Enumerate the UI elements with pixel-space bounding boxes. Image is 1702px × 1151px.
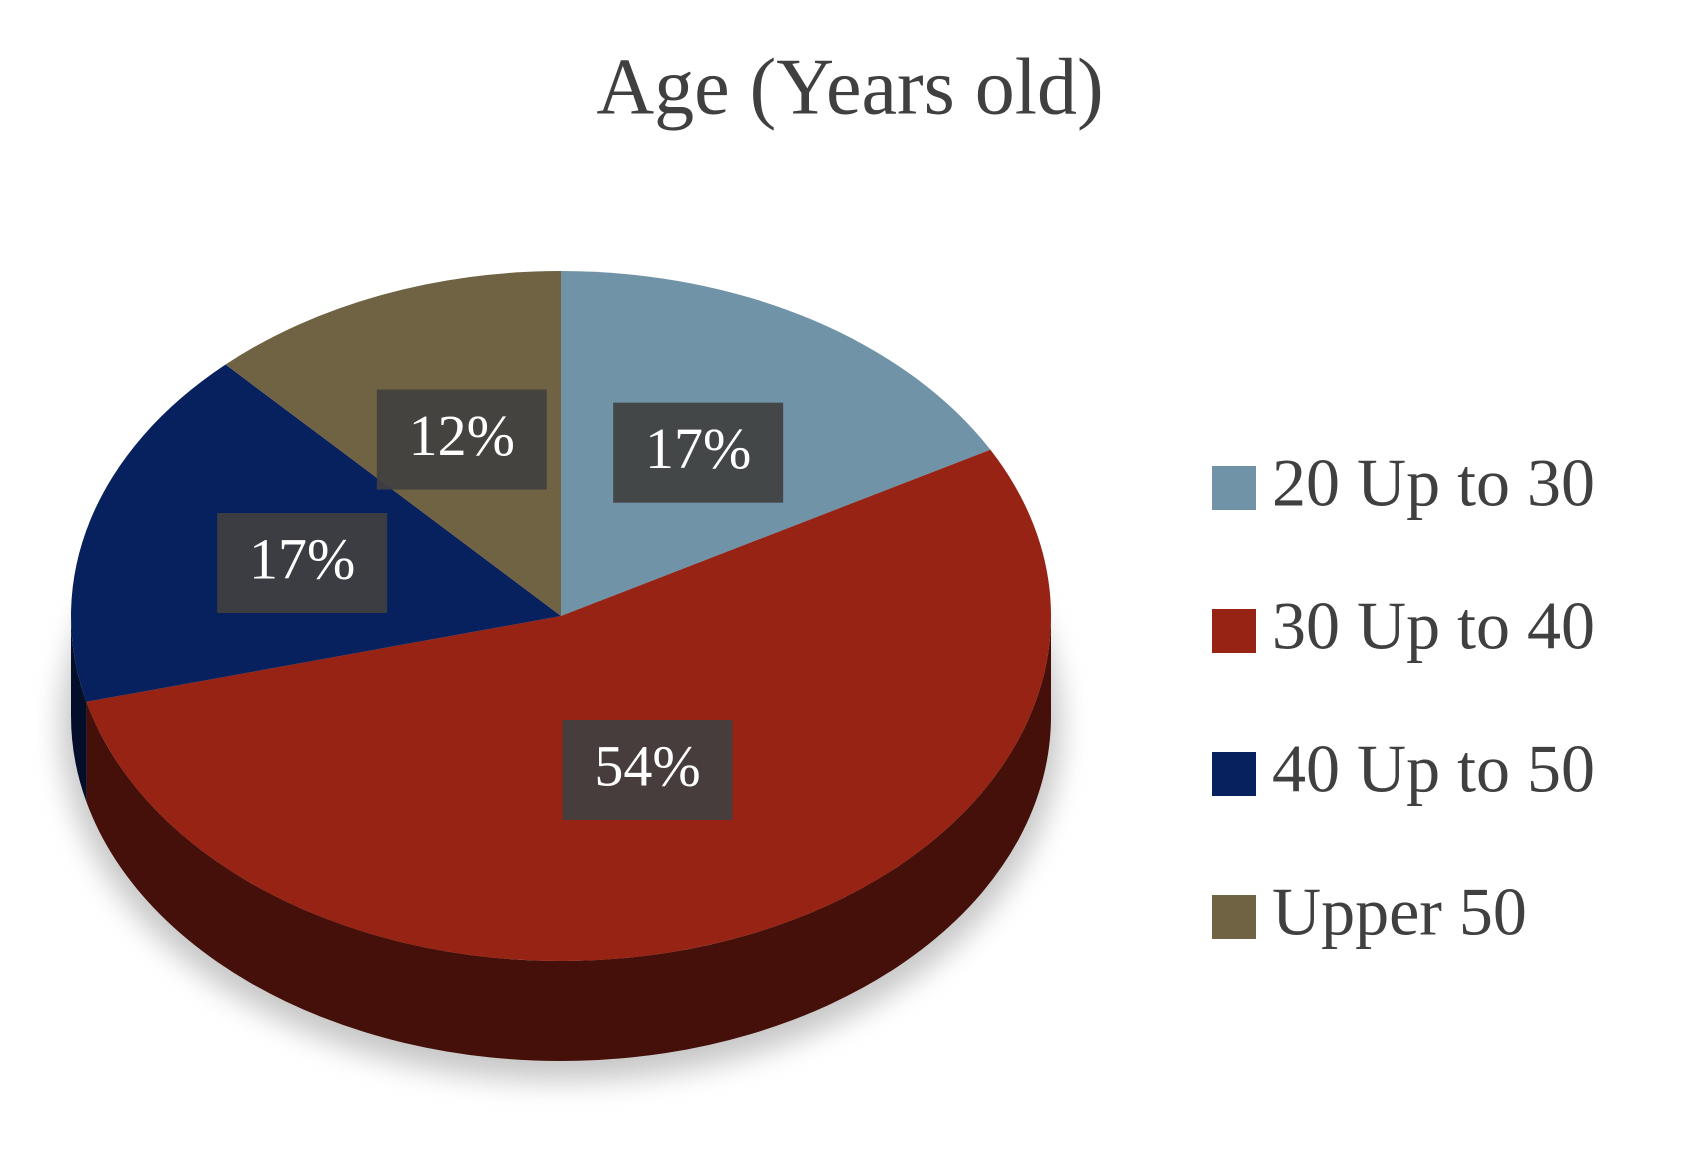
data-label: 12% — [409, 403, 515, 468]
legend-swatch — [1212, 752, 1256, 796]
pie: 17% 54% 17% 12% — [61, 271, 1061, 1081]
data-label-box — [613, 402, 784, 503]
data-label-box — [217, 513, 388, 614]
legend-swatch — [1212, 466, 1256, 510]
legend-swatch — [1212, 609, 1256, 653]
legend-label: Upper 50 — [1272, 874, 1527, 950]
legend: 20 Up to 30 30 Up to 40 40 Up to 50 Upper 5… — [1212, 445, 1595, 950]
data-label: 17% — [249, 526, 355, 591]
legend-label: 40 Up to 50 — [1272, 731, 1595, 807]
chart-title: Age (Years old) — [596, 43, 1103, 131]
data-label-box — [376, 389, 547, 490]
pie-side — [86, 616, 1052, 1062]
legend-label: 20 Up to 30 — [1272, 445, 1595, 521]
data-label-box — [562, 719, 733, 820]
legend-label: 30 Up to 40 — [1272, 588, 1595, 664]
data-label: 17% — [645, 416, 751, 481]
pie-slice — [86, 449, 1052, 962]
pie-side — [71, 616, 87, 802]
data-label: 54% — [594, 733, 700, 798]
legend-swatch — [1212, 895, 1256, 939]
